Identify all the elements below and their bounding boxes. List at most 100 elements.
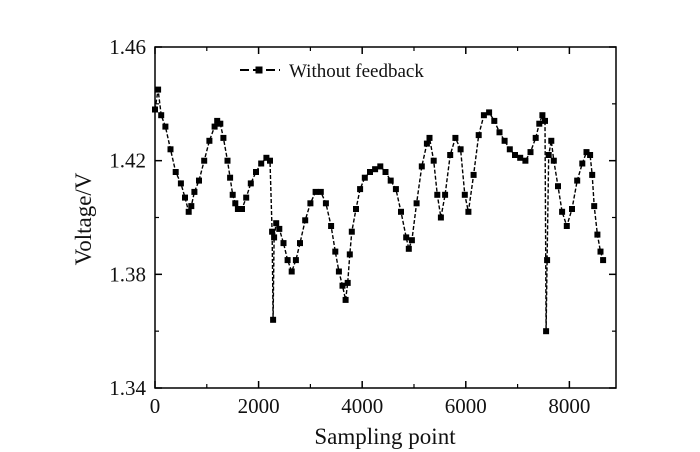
data-point — [457, 146, 464, 153]
data-point — [191, 188, 198, 195]
data-point — [496, 129, 503, 136]
data-point — [284, 257, 291, 264]
data-point — [328, 223, 335, 229]
data-point — [501, 137, 508, 144]
data-point — [583, 149, 590, 156]
data-point — [172, 169, 179, 175]
data-point — [591, 203, 598, 210]
data-point — [559, 208, 566, 215]
data-point — [423, 140, 430, 147]
legend-marker-sample — [255, 66, 263, 74]
data-point — [405, 245, 412, 252]
data-point — [574, 177, 581, 184]
plot-frame — [154, 46, 617, 389]
data-point — [555, 183, 561, 190]
data-point — [367, 169, 373, 175]
data-point — [182, 194, 188, 201]
data-point — [224, 157, 231, 164]
data-point — [346, 251, 353, 258]
data-point — [461, 191, 468, 198]
data-point — [536, 120, 543, 127]
x-tick-label: 6000 — [445, 394, 487, 418]
data-point — [292, 257, 299, 264]
data-point — [480, 112, 487, 119]
data-point — [297, 240, 303, 247]
data-point — [273, 220, 280, 227]
data-point — [542, 117, 548, 124]
data-point — [382, 169, 389, 175]
data-point — [600, 257, 607, 264]
x-tick-label: 0 — [150, 394, 161, 418]
data-point — [522, 157, 529, 164]
data-point — [247, 180, 254, 187]
data-point — [307, 200, 314, 207]
data-point — [442, 191, 449, 198]
data-point — [426, 134, 433, 141]
data-point — [339, 282, 346, 289]
data-point — [158, 112, 165, 119]
data-point — [447, 152, 454, 158]
data-point — [227, 174, 234, 181]
data-point — [206, 137, 213, 144]
data-point — [288, 268, 295, 275]
data-point — [211, 123, 218, 130]
legend-label: Without feedback — [289, 61, 424, 82]
data-point — [512, 152, 518, 158]
data-point — [470, 171, 477, 178]
data-point — [532, 134, 539, 141]
data-point — [430, 157, 437, 164]
x-tick-label: 8000 — [548, 394, 590, 418]
data-point — [188, 203, 195, 210]
data-point — [357, 186, 364, 193]
data-point — [271, 234, 278, 241]
data-point — [548, 137, 555, 144]
data-point — [418, 163, 425, 170]
x-tick-label: 2000 — [238, 394, 280, 418]
y-tick-label: 1.42 — [109, 149, 146, 173]
data-point — [594, 231, 601, 238]
data-point — [579, 160, 586, 167]
data-point — [587, 152, 594, 158]
series-markers — [152, 86, 607, 335]
data-point — [253, 169, 259, 175]
data-point — [234, 206, 241, 212]
y-tick-label: 1.38 — [109, 262, 146, 286]
data-point — [569, 206, 575, 212]
data-point — [589, 171, 596, 178]
data-point — [276, 225, 283, 232]
data-point — [437, 214, 444, 221]
data-point — [361, 174, 368, 181]
y-axis: 1.34 1.38 1.42 1.46 — [109, 35, 616, 400]
data-point — [597, 248, 604, 255]
y-tick-label: 1.34 — [109, 376, 146, 400]
data-point — [214, 117, 221, 124]
y-tick-label: 1.46 — [109, 35, 146, 59]
x-axis: 0 2000 4000 6000 8000 — [150, 47, 590, 418]
data-point — [267, 157, 273, 164]
data-point — [506, 146, 513, 153]
data-point — [280, 240, 287, 247]
data-point — [322, 200, 329, 207]
data-point — [196, 177, 202, 184]
data-point — [563, 223, 570, 229]
data-point — [434, 191, 441, 198]
data-point — [185, 208, 192, 215]
data-point — [332, 248, 339, 255]
data-point — [217, 120, 224, 127]
data-point — [550, 157, 557, 164]
data-point — [232, 200, 239, 207]
x-axis-title: Sampling point — [314, 424, 456, 449]
data-point — [353, 206, 359, 212]
data-point — [527, 149, 534, 156]
data-point — [398, 208, 404, 215]
data-point — [543, 328, 550, 335]
data-point — [269, 228, 276, 235]
data-point — [392, 186, 399, 193]
data-point — [377, 163, 384, 170]
data-point — [465, 208, 472, 215]
data-point — [263, 154, 270, 161]
data-point — [475, 132, 482, 139]
data-point — [539, 112, 546, 119]
data-point — [220, 134, 227, 141]
